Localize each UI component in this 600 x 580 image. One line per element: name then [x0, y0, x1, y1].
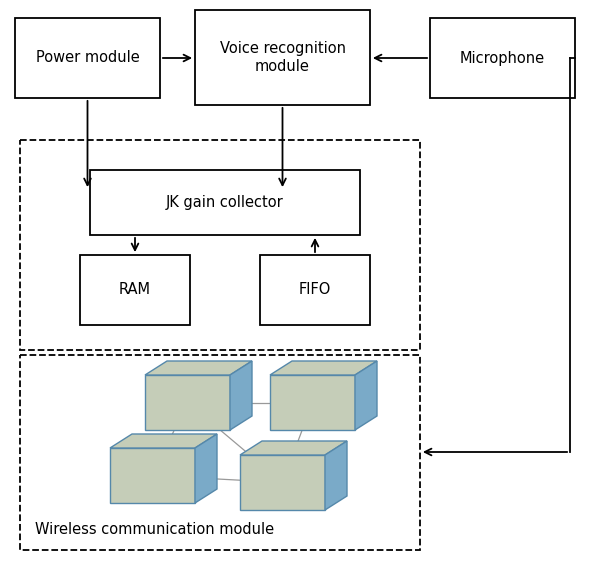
Polygon shape [270, 361, 377, 375]
Polygon shape [195, 434, 217, 503]
Text: Microphone: Microphone [460, 50, 545, 66]
Polygon shape [145, 361, 252, 375]
Text: Voice recognition
module: Voice recognition module [220, 41, 346, 74]
FancyBboxPatch shape [90, 170, 360, 235]
Polygon shape [230, 361, 252, 430]
FancyBboxPatch shape [195, 10, 370, 105]
Polygon shape [240, 455, 325, 510]
Polygon shape [325, 441, 347, 510]
Polygon shape [240, 441, 347, 455]
FancyBboxPatch shape [260, 255, 370, 325]
Text: FIFO: FIFO [299, 282, 331, 298]
Polygon shape [110, 434, 217, 448]
Polygon shape [270, 375, 355, 430]
Text: JK gain collector: JK gain collector [166, 195, 284, 210]
FancyBboxPatch shape [15, 18, 160, 98]
Polygon shape [110, 448, 195, 503]
Text: Power module: Power module [35, 50, 139, 66]
Text: Wireless communication module: Wireless communication module [35, 523, 274, 538]
Polygon shape [355, 361, 377, 430]
Polygon shape [145, 375, 230, 430]
Text: RAM: RAM [119, 282, 151, 298]
FancyBboxPatch shape [80, 255, 190, 325]
FancyBboxPatch shape [430, 18, 575, 98]
